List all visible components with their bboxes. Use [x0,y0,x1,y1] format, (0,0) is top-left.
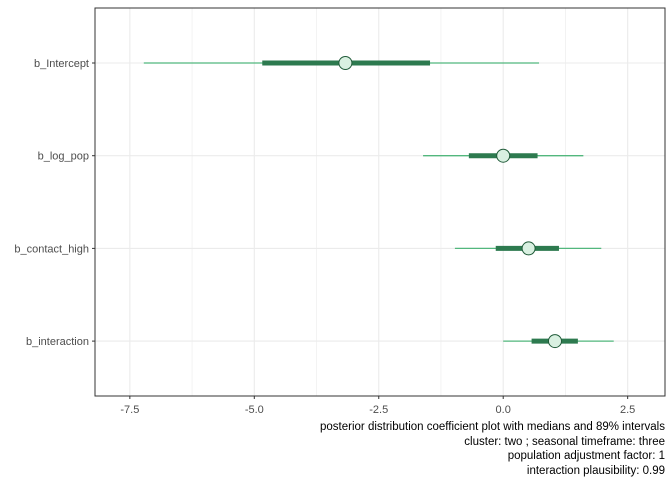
y-tick-label: b_log_pop [38,151,89,163]
caption-line-4: interaction plausibility: 0.99 [526,464,665,477]
plot-panel [95,8,665,396]
median-point-b_log_pop [496,148,511,163]
x-tick-label: 2.5 [620,404,635,416]
median-point-b_interaction [547,334,562,349]
x-tick-label: -7.5 [120,404,139,416]
caption-line-1: posterior distribution coefficient plot … [320,421,665,433]
x-tick-label: -2.5 [369,404,388,416]
y-tick-label: b_Intercept [34,58,89,70]
x-tick-label: -5.0 [245,404,264,416]
x-tick-label: 0.0 [496,404,511,416]
plot-caption: posterior distribution coefficient plot … [320,420,665,478]
caption-line-3: population adjustment factor: 1 [507,450,665,462]
caption-line-2: cluster: two ; seasonal timeframe: three [464,435,665,448]
y-tick-label: b_contact_high [14,243,89,255]
y-tick-label: b_interaction [26,336,89,348]
median-point-b_contact_high [521,241,536,256]
panel-border [94,7,666,397]
median-point-b_Intercept [338,56,353,70]
